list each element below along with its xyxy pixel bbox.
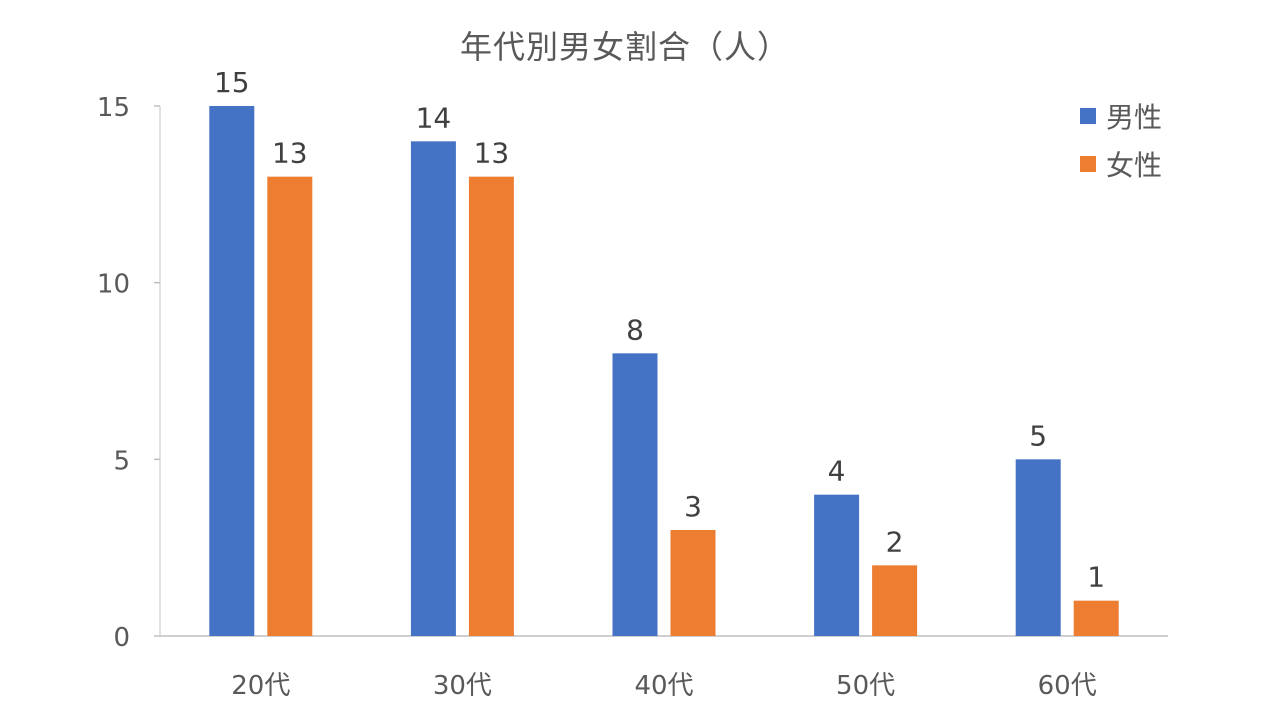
bar-male: [612, 353, 658, 636]
y-tick-label: 10: [97, 270, 130, 300]
legend-swatch-female: [1080, 156, 1096, 172]
labels-layer: 15 13 20代 14 13 30代 8 3 40代 4 2 50代 5 1 60代: [214, 66, 1105, 701]
bars-layer: [209, 106, 1119, 637]
x-category-label: 40代: [634, 671, 693, 701]
legend-item-male: 男性: [1080, 92, 1162, 140]
legend: 男性 女性: [1080, 92, 1162, 188]
y-tick-label: 15: [97, 93, 130, 123]
x-category-label: 20代: [231, 671, 290, 701]
bar-male: [209, 106, 255, 636]
legend-swatch-male: [1080, 108, 1096, 124]
chart-title: 年代別男女割合（人）: [459, 28, 790, 66]
x-category-label: 30代: [433, 671, 492, 701]
data-label: 2: [886, 525, 904, 558]
bar-female: [1073, 600, 1119, 636]
data-label: 8: [626, 313, 644, 346]
bar-female: [468, 176, 514, 636]
data-label: 14: [416, 101, 452, 134]
legend-label-female: 女性: [1106, 149, 1163, 182]
bar-male: [410, 141, 456, 637]
x-category-label: 60代: [1038, 671, 1097, 701]
bar-male: [1015, 459, 1061, 636]
data-label: 3: [684, 490, 702, 523]
data-label: 15: [214, 66, 250, 99]
bar-male: [814, 494, 860, 636]
x-category-label: 50代: [836, 671, 895, 701]
bar-female: [872, 565, 918, 636]
data-label: 1: [1087, 561, 1105, 594]
data-label: 4: [828, 455, 846, 488]
legend-item-female: 女性: [1080, 140, 1162, 188]
data-label: 13: [272, 137, 308, 170]
legend-label-male: 男性: [1106, 101, 1163, 134]
y-tick-label: 5: [113, 446, 130, 476]
bar-female: [267, 176, 313, 636]
data-label: 13: [474, 137, 510, 170]
y-tick-label: 0: [113, 623, 130, 653]
bar-female: [670, 530, 716, 636]
data-label: 5: [1029, 419, 1047, 452]
